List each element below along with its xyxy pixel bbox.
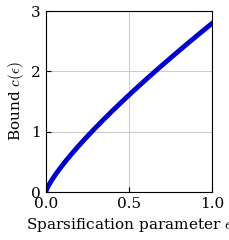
- Y-axis label: Bound $c(\epsilon)$: Bound $c(\epsilon)$: [5, 62, 25, 141]
- X-axis label: Sparsification parameter $\epsilon$: Sparsification parameter $\epsilon$: [26, 216, 229, 234]
